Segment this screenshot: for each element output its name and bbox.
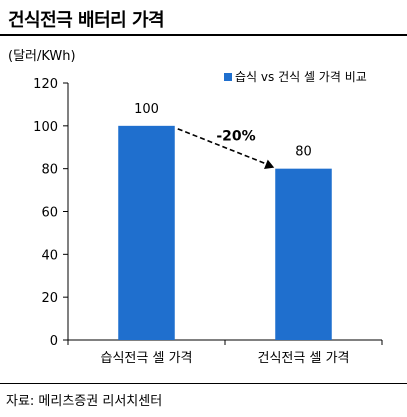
y-tick-label: 100 <box>33 120 58 135</box>
change-annotation: -20% <box>177 128 275 169</box>
x-tick-label: 습식전극 셀 가격 <box>101 351 193 366</box>
source-divider <box>0 383 407 384</box>
x-tick-label: 건식전극 셀 가격 <box>258 351 350 366</box>
y-axis: 0 20 40 60 80 100 120 <box>33 77 69 349</box>
bar <box>118 125 175 340</box>
data-label: 100 <box>134 102 159 117</box>
annotation-arrow-line <box>177 128 269 166</box>
y-tick-label: 120 <box>33 77 58 92</box>
y-tick-label: 60 <box>41 206 58 221</box>
bar-chart: (달러/KWh) 습식 vs 건식 셀 가격 비교 0 20 40 60 80 100 12… <box>8 49 383 366</box>
bar <box>275 168 332 340</box>
chart-title: 건식전극 배터리 가격 <box>8 10 165 31</box>
legend-swatch <box>224 73 232 81</box>
x-axis: 습식전극 셀 가격 건식전극 셀 가격 <box>67 339 383 366</box>
title-divider <box>0 34 407 36</box>
y-unit-label: (달러/KWh) <box>8 49 76 64</box>
y-tick-label: 80 <box>41 163 58 178</box>
legend-label: 습식 vs 건식 셀 가격 비교 <box>235 70 367 84</box>
legend: 습식 vs 건식 셀 가격 비교 <box>224 70 367 84</box>
y-tick-label: 40 <box>41 248 58 263</box>
bars: 100 80 <box>118 102 332 340</box>
y-tick-label: 0 <box>50 334 58 349</box>
source-note: 자료: 메리츠증권 리서치센터 <box>6 394 163 409</box>
y-tick-label: 20 <box>41 291 58 306</box>
data-label: 80 <box>295 145 312 160</box>
annotation-label: -20% <box>216 128 255 144</box>
annotation-arrow-head <box>264 159 275 169</box>
